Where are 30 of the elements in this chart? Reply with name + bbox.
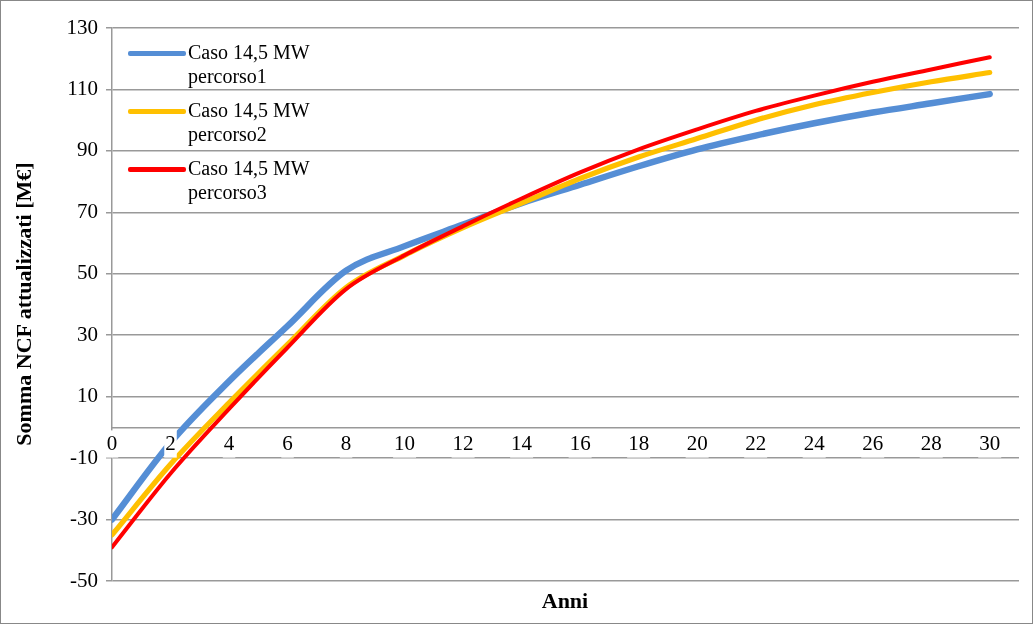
x-tick-label: 24 <box>803 430 826 455</box>
x-tick-label: 26 <box>862 430 884 455</box>
x-tick-label: 30 <box>979 430 1001 455</box>
x-axis-title: Anni <box>540 588 590 614</box>
x-tick-label: 4 <box>223 430 235 455</box>
legend-label: Caso 14,5 MW percorso1 <box>188 40 311 88</box>
y-tick-label: -50 <box>70 567 98 592</box>
y-tick-label: 70 <box>77 198 98 223</box>
y-tick-label: -10 <box>70 444 98 469</box>
x-tick-label: 10 <box>394 430 416 455</box>
x-tick-label: 0 <box>106 430 118 455</box>
x-tick-label: 20 <box>686 430 708 455</box>
y-tick-label: 90 <box>77 137 98 162</box>
y-tick-label: -30 <box>70 506 98 531</box>
x-tick-label: 22 <box>745 430 767 455</box>
y-tick-label: 30 <box>77 321 98 346</box>
y-axis-title: Somma NCF attualizzati [M€] <box>11 162 37 446</box>
y-tick-label: 110 <box>67 75 98 100</box>
x-tick-label: 18 <box>628 430 650 455</box>
x-tick-label: 16 <box>569 430 591 455</box>
y-tick-label: 130 <box>66 14 98 39</box>
x-tick-label: 6 <box>282 430 293 455</box>
y-tick-label: 10 <box>77 383 98 408</box>
y-tick-label: 50 <box>77 260 98 285</box>
legend-label: Caso 14,5 MW percorso2 <box>188 98 311 146</box>
x-tick-label: 28 <box>920 430 942 455</box>
x-tick-label: 8 <box>340 430 352 455</box>
x-tick-label: 12 <box>452 430 474 455</box>
x-tick-label: 14 <box>511 430 533 455</box>
legend-label: Caso 14,5 MW percorso3 <box>188 156 311 204</box>
